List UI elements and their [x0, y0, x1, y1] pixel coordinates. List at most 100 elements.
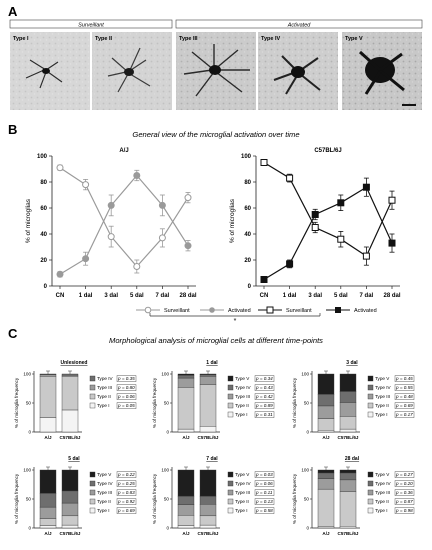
stack-5-legend-swatch	[227, 471, 234, 478]
aj-point	[107, 233, 115, 241]
stack-5-legend-swatch	[227, 489, 234, 496]
stack-6-y-label: % of microglia frequency	[292, 473, 297, 524]
stack-6-pvalue-box	[394, 471, 415, 478]
c57-x-tick-label: 3 dal	[308, 293, 322, 299]
c57-y-label: % of microglias	[229, 198, 236, 243]
stack-3-bar-aj-typeiii	[317, 405, 335, 419]
stack-6-bar-c57bl6j-typeii	[339, 491, 357, 527]
stack-5-pvalue: p = 0.03	[255, 472, 273, 477]
stack-6-legend-swatch	[367, 480, 374, 487]
aj-title: A/J	[119, 148, 128, 154]
stack-3-legend-label: Type III	[375, 394, 390, 399]
micrograph-type-2: Type II	[92, 32, 172, 110]
c57-point	[260, 159, 268, 166]
stack-2-legend-swatch	[227, 393, 234, 400]
stack-5-bar-aj-typeiii	[177, 504, 195, 516]
stack-5-legend-label: Type I	[235, 508, 248, 513]
stack-6-pvalue: p = 0.36	[395, 490, 413, 495]
stack-3-bar-aj-typev	[317, 373, 335, 395]
stack-5-legend-swatch	[227, 507, 234, 514]
stack-1-legend-label: Type IV	[97, 376, 114, 381]
panel-c-heading: Morphological analysis of microglial cel…	[109, 336, 323, 345]
c57-y-tick-label: 20	[244, 258, 251, 264]
c57-point	[388, 196, 396, 204]
aj-y-tick-label: 80	[40, 180, 47, 186]
stack-5-bar-aj-typei	[177, 525, 195, 529]
stack-2-pvalue: p = 0.89	[255, 403, 273, 408]
stack-3-pvalue-box	[394, 384, 415, 391]
stack-4-pvalue: p = 0.92	[117, 499, 135, 504]
aj-line-activated	[59, 174, 189, 275]
micrograph-type-4: Type IV	[258, 32, 338, 110]
stack-3: 3 dal 0 50 100 % of microglia frequency A/J C5…	[292, 360, 415, 440]
stack-6-y-tick-label: 0	[306, 526, 309, 531]
stack-3-legend-swatch	[367, 384, 374, 391]
stack-1-title: Unlesioned	[61, 360, 88, 366]
stack-3-legend-label: Type V	[375, 376, 390, 381]
stack-2-y-tick-label: 50	[164, 401, 170, 406]
stack-6-bar-c57bl6j-typei	[339, 526, 357, 529]
c57-x-tick-label: 5 dal	[334, 293, 348, 299]
group-header-activated: Activated	[175, 19, 423, 29]
stack-3-x-tick-label: A/J	[322, 435, 330, 440]
stack-4-legend-swatch	[89, 480, 96, 487]
stack-3-legend-swatch	[367, 393, 374, 400]
stack-4-bar-aj-typeiv	[39, 493, 57, 508]
aj-x-tick-label: 28 dal	[179, 293, 196, 299]
aj-y-tick-label: 20	[40, 258, 47, 264]
stack-2: 1 dal 0 50 100 % of microglia frequency A/J C5…	[152, 360, 275, 440]
stack-4-legend-swatch	[89, 507, 96, 514]
stack-6-pvalue: p = 0.27	[395, 472, 413, 477]
stack-4-pvalue-box	[116, 471, 137, 478]
stack-4-bar-c57bl6j-typeii	[61, 515, 79, 526]
stack-2-bar-aj-typei	[177, 428, 195, 433]
stack-6-y-tick-label: 100	[301, 468, 309, 473]
stack-5: 7 dal 0 50 100 % of microglia frequency A/J C5…	[152, 456, 275, 536]
stack-3-y-tick-label: 100	[301, 372, 309, 377]
c57-point	[362, 252, 370, 260]
stack-4-bar-aj-typei	[39, 525, 57, 529]
legend-marker-surveillant-c57	[266, 306, 274, 314]
stack-3-pvalue: p = 0.48	[395, 394, 413, 399]
aj-x-tick-label: 7 dal	[156, 293, 170, 299]
stack-1-pvalue-box	[116, 393, 137, 400]
stack-5-y-tick-label: 0	[166, 526, 169, 531]
stack-5-legend-label: Type III	[235, 490, 250, 495]
stack-3-pvalue: p = 0.55	[395, 385, 413, 390]
stack-6-bar-c57bl6j-typeiv	[339, 472, 357, 481]
stack-5-x-tick-label: C57BL/6J	[198, 531, 219, 536]
stack-6-legend-swatch	[367, 507, 374, 514]
stack-4-pvalue-box	[116, 498, 137, 505]
stack-1-legend-swatch	[89, 402, 96, 409]
stack-5-bar-c57bl6j-typeii	[199, 515, 217, 526]
stack-5-pvalue-box	[254, 471, 275, 478]
stack-6-y-tick-label: 50	[304, 497, 310, 502]
aj-y-tick-label: 0	[44, 284, 48, 290]
c57-point	[311, 224, 319, 231]
stack-1-pvalue: p = 0.05	[117, 403, 135, 408]
stack-4-x-tick-label: A/J	[44, 531, 52, 536]
stack-5-pvalue: p = 0.11	[255, 490, 273, 495]
aj-point	[184, 242, 192, 250]
stack-4-legend-label: Type III	[97, 490, 112, 495]
stack-3-pvalue: p = 0.69	[395, 403, 413, 408]
stack-2-bar-aj-typeii	[177, 387, 195, 430]
stack-1-pvalue-box	[116, 384, 137, 391]
stack-6-legend-label: Type III	[375, 490, 390, 495]
stack-4-bar-aj-typev	[39, 469, 57, 494]
stack-6-legend-label: Type IV	[375, 481, 392, 486]
stack-3-legend-label: Type IV	[375, 385, 392, 390]
stack-3-bar-c57bl6j-typeiv	[339, 391, 357, 403]
c57-y-tick-label: 100	[241, 154, 252, 160]
stack-5-bar-c57bl6j-typev	[199, 469, 217, 497]
stack-6-pvalue-box	[394, 489, 415, 496]
stack-3-pvalue: p = 0.17	[395, 412, 413, 417]
stack-3-y-tick-label: 50	[304, 401, 310, 406]
stack-4-pvalue-box	[116, 480, 137, 487]
stack-1-legend-label: Type III	[97, 385, 112, 390]
stack-5-bar-c57bl6j-typei	[199, 524, 217, 529]
stack-3-bar-c57bl6j-typei	[339, 428, 357, 433]
micrograph-type-5: Type V	[342, 32, 422, 110]
stack-4-legend-swatch	[89, 498, 96, 505]
panel-label-b: B	[8, 122, 17, 137]
